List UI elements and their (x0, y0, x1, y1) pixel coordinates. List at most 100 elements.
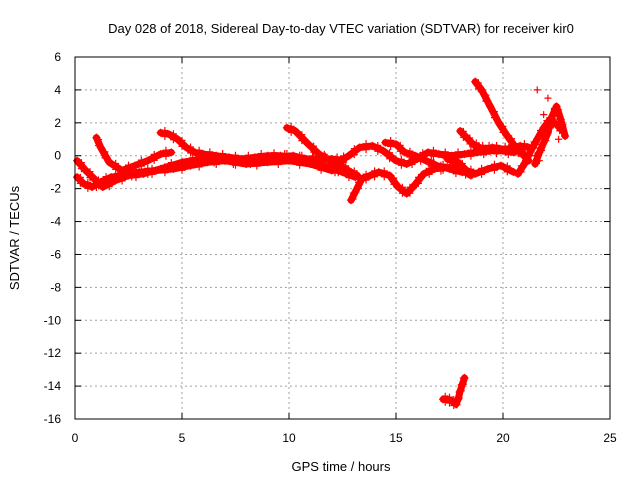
data-point (296, 151, 304, 159)
data-point (457, 387, 465, 395)
data-point (76, 173, 84, 181)
data-point (137, 162, 145, 170)
data-point (195, 163, 203, 171)
data-point (467, 165, 475, 173)
data-point (190, 148, 199, 157)
y-tick-label: 2 (54, 116, 61, 130)
data-point (409, 182, 418, 191)
data-point (232, 151, 239, 159)
data-point (520, 140, 528, 148)
data-point (296, 157, 304, 165)
data-point (105, 158, 114, 167)
data-point (350, 145, 358, 153)
data-point (173, 135, 182, 144)
data-point (490, 166, 498, 174)
data-point (524, 156, 532, 164)
y-tick-label: -2 (50, 182, 61, 196)
data-point (460, 150, 469, 159)
data-point (482, 91, 490, 99)
y-tick-label: -12 (44, 346, 62, 360)
data-point (118, 166, 127, 175)
data-point (351, 187, 360, 196)
data-point (167, 159, 175, 167)
data-point (441, 148, 449, 156)
data-point (219, 156, 227, 164)
data-point (203, 158, 212, 167)
data-point (232, 157, 239, 165)
data-point (112, 165, 120, 173)
data-point (73, 156, 82, 165)
y-axis-label: SDTVAR / TECUs (7, 185, 22, 290)
data-point (309, 152, 317, 160)
data-point (161, 163, 169, 171)
data-point (467, 146, 475, 154)
data-point (161, 133, 169, 141)
data-point (488, 143, 497, 152)
data-point (443, 155, 452, 164)
x-tick-label: 20 (496, 431, 510, 445)
data-point (340, 158, 348, 166)
data-point (169, 130, 177, 138)
data-point (508, 141, 516, 149)
data-point (439, 160, 447, 168)
data-point (490, 160, 498, 168)
data-point (542, 137, 550, 145)
x-tick-label: 25 (603, 431, 617, 445)
data-point (524, 150, 532, 158)
data-point (362, 176, 370, 184)
data-point (458, 165, 466, 173)
x-axis-label: GPS time / hours (292, 459, 391, 474)
data-point (206, 154, 214, 162)
data-point (531, 152, 539, 160)
data-point (310, 148, 318, 156)
y-tick-label: -16 (44, 412, 62, 426)
data-point (496, 145, 505, 154)
data-point (282, 123, 291, 132)
data-point (257, 156, 265, 164)
data-point (408, 160, 416, 168)
data-point (355, 143, 364, 152)
plot-frame (74, 56, 611, 420)
data-point (96, 143, 105, 152)
data-point (270, 149, 278, 157)
series-track-11 (471, 77, 533, 165)
data-point (396, 147, 404, 155)
data-point (374, 168, 383, 177)
data-point (298, 137, 306, 145)
data-point (386, 149, 394, 157)
data-point (454, 395, 463, 404)
y-tick-label: -8 (50, 280, 61, 294)
data-point (425, 170, 433, 178)
data-point (432, 161, 441, 170)
data-point (195, 152, 203, 160)
data-point (130, 161, 139, 170)
data-point (550, 106, 558, 114)
data-point (543, 128, 552, 137)
data-point (189, 154, 197, 162)
data-point (505, 145, 514, 154)
data-point (380, 167, 388, 175)
data-point (390, 174, 398, 182)
data-point (350, 151, 358, 159)
data-point (186, 161, 195, 170)
data-point (237, 155, 246, 164)
data-point (478, 164, 486, 172)
data-point (417, 151, 425, 159)
data-point (474, 85, 482, 93)
data-point (77, 159, 85, 167)
data-point (371, 173, 379, 181)
data-point (169, 164, 178, 173)
data-point (386, 155, 394, 163)
data-point (349, 195, 357, 203)
data-point (257, 150, 265, 158)
data-point (101, 154, 109, 162)
series-track-14 (439, 373, 469, 410)
data-point (86, 168, 94, 176)
data-point (161, 127, 169, 135)
data-point (244, 157, 252, 165)
data-point (555, 135, 563, 143)
data-point (515, 144, 523, 152)
data-point (283, 150, 291, 158)
x-tick-label: 15 (389, 431, 403, 445)
